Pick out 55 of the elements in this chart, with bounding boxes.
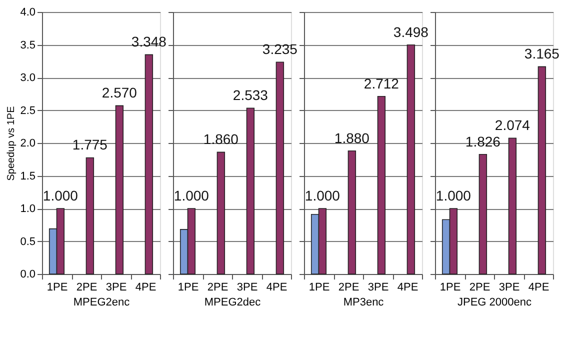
bar <box>115 105 124 274</box>
y-tick-label: 1.5 <box>20 170 36 182</box>
y-tick-label: 0.5 <box>20 236 36 248</box>
data-label: 1.000 <box>42 188 78 204</box>
data-label: 2.074 <box>494 117 530 134</box>
y-tick-label: 3.5 <box>20 39 36 52</box>
x-tick-label: 1PE <box>308 282 330 294</box>
x-tick-label: 2PE <box>469 282 490 294</box>
data-label: 2.712 <box>364 75 400 92</box>
bar <box>216 152 226 274</box>
data-label: 3.165 <box>524 46 560 62</box>
y-tick-label: 0.0 <box>20 268 36 280</box>
x-tick-label: 4PE <box>528 282 550 294</box>
x-axis-title: MPEG2enc <box>73 296 130 308</box>
y-tick-label: 1.0 <box>20 203 36 215</box>
y-tick-label: 4.0 <box>20 6 36 18</box>
x-tick-label: 4PE <box>397 282 418 294</box>
data-label: 1.000 <box>174 188 210 204</box>
bar <box>377 96 386 274</box>
x-tick-label: 3PE <box>498 282 520 294</box>
bar <box>508 138 517 274</box>
bar <box>478 154 488 274</box>
x-tick-label: 4PE <box>266 282 288 294</box>
x-tick-label: 2PE <box>207 282 228 294</box>
x-tick-label: 3PE <box>106 282 127 294</box>
data-label: 1.860 <box>203 131 239 148</box>
bar <box>276 62 284 274</box>
data-label: 1.000 <box>304 188 340 204</box>
data-label: 1.880 <box>334 130 370 146</box>
x-tick-label: 3PE <box>236 282 258 294</box>
data-label: 2.533 <box>232 87 268 104</box>
x-axis-title: MP3enc <box>343 296 384 308</box>
x-tick-label: 2PE <box>338 282 360 294</box>
y-axis-title: Speedup vs 1PE <box>6 106 18 181</box>
x-tick-label: 2PE <box>76 282 98 294</box>
data-label: 3.498 <box>393 24 429 40</box>
x-tick-label: 1PE <box>440 282 461 294</box>
data-label: 2.570 <box>102 84 138 101</box>
x-axis-title: MPEG2dec <box>204 296 262 308</box>
x-axis-title: JPEG 2000enc <box>458 296 532 308</box>
bar <box>86 157 94 274</box>
bar <box>144 54 154 274</box>
data-label: 1.000 <box>436 188 472 204</box>
x-tick-label: 1PE <box>178 282 199 294</box>
y-tick-label: 2.0 <box>20 138 36 150</box>
x-tick-label: 3PE <box>368 282 389 294</box>
x-tick-label: 4PE <box>135 282 156 294</box>
x-tick-label: 1PE <box>46 282 68 294</box>
data-label: 3.235 <box>262 41 298 58</box>
bar <box>406 44 416 274</box>
bar <box>538 66 546 274</box>
y-tick-label: 2.5 <box>20 104 36 117</box>
bar <box>348 150 356 274</box>
y-tick-label: 3.0 <box>20 72 36 84</box>
bar <box>246 108 255 274</box>
